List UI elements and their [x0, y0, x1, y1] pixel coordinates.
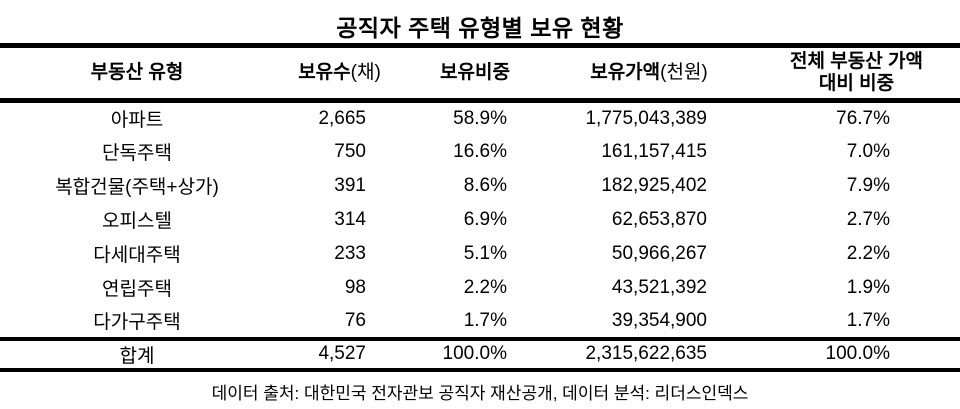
cell-total-share: 2.2% — [846, 242, 890, 264]
header-value-unit: (천원) — [660, 61, 708, 83]
cell-total-share: 1.9% — [846, 276, 890, 298]
cell-value: 43,521,392 — [611, 276, 707, 298]
cell-value: 39,354,900 — [611, 309, 707, 331]
table-row: 복합건물(주택+상가) 391 8.6% 182,925,402 7.9% — [0, 169, 960, 203]
header-total-share-line2: 대비 비중 — [818, 73, 895, 94]
header-share: 보유비중 — [405, 46, 545, 101]
total-label: 합계 — [119, 345, 155, 367]
header-property-type: 부동산 유형 — [0, 46, 274, 101]
table-row: 오피스텔 314 6.9% 62,653,870 2.7% — [0, 203, 960, 237]
cell-property-type: 다세대주택 — [93, 245, 181, 266]
total-share: 100.0% — [442, 343, 507, 364]
header-count-label: 보유수 — [298, 61, 351, 83]
cell-share: 58.9% — [453, 107, 507, 129]
header-total-share-line1: 전체 부동산 가액 — [790, 50, 923, 72]
cell-count: 750 — [334, 140, 366, 162]
cell-share: 2.2% — [463, 276, 507, 298]
cell-share: 6.9% — [463, 208, 507, 230]
cell-property-type: 다가구주택 — [93, 312, 181, 333]
table-row: 단독주택 750 16.6% 161,157,415 7.0% — [0, 135, 960, 169]
table-row: 다가구주택 76 1.7% 39,354,900 1.7% — [0, 305, 960, 339]
data-table: 부동산 유형 보유수(채) 보유비중 보유가액(천원) 전체 부동산 가액 대비 … — [0, 43, 960, 372]
cell-value: 182,925,402 — [601, 174, 707, 196]
cell-value: 62,653,870 — [611, 208, 707, 230]
cell-total-share: 76.7% — [836, 107, 890, 129]
cell-value: 1,775,043,389 — [585, 107, 707, 129]
cell-value: 50,966,267 — [611, 242, 707, 264]
table-row: 다세대주택 233 5.1% 50,966,267 2.2% — [0, 237, 960, 271]
cell-total-share: 7.0% — [846, 140, 890, 162]
header-total-share: 전체 부동산 가액 대비 비중 — [753, 46, 960, 101]
header-count: 보유수(채) — [274, 46, 405, 101]
cell-property-type: 단독주택 — [102, 143, 172, 164]
header-property-type-label: 부동산 유형 — [90, 61, 184, 83]
figure-title: 공직자 주택 유형별 보유 현황 — [336, 15, 624, 41]
cell-count: 314 — [334, 208, 366, 230]
cell-total-share: 2.7% — [846, 208, 890, 230]
header-share-label: 보유비중 — [440, 61, 510, 83]
cell-total-share: 7.9% — [846, 174, 890, 196]
cell-count: 98 — [344, 276, 366, 298]
cell-share: 16.6% — [453, 140, 507, 162]
cell-property-type: 아파트 — [110, 110, 164, 132]
cell-share: 5.1% — [463, 242, 507, 264]
table-row: 아파트 2,665 58.9% 1,775,043,389 76.7% — [0, 101, 960, 135]
cell-count: 2,665 — [318, 107, 366, 129]
cell-property-type: 복합건물(주택+상가) — [55, 177, 219, 198]
total-total-share: 100.0% — [825, 343, 890, 364]
cell-count: 391 — [334, 174, 366, 196]
total-count: 4,527 — [318, 343, 366, 364]
cell-property-type: 연립주택 — [102, 279, 172, 300]
source-note: 데이터 출처: 대한민국 전자관보 공직자 재산공개, 데이터 분석: 리더스인… — [211, 383, 749, 403]
table-row: 연립주택 98 2.2% 43,521,392 1.9% — [0, 271, 960, 305]
cell-share: 8.6% — [463, 174, 507, 196]
total-row: 합계 4,527 100.0% 2,315,622,635 100.0% — [0, 338, 960, 370]
cell-count: 76 — [344, 309, 366, 331]
header-value: 보유가액(천원) — [545, 46, 753, 101]
cell-value: 161,157,415 — [601, 140, 707, 162]
header-count-unit: (채) — [350, 61, 381, 83]
header-row: 부동산 유형 보유수(채) 보유비중 보유가액(천원) 전체 부동산 가액 대비 … — [0, 45, 960, 101]
cell-share: 1.7% — [463, 309, 507, 331]
cell-total-share: 1.7% — [846, 309, 890, 331]
cell-count: 233 — [334, 242, 366, 264]
total-value: 2,315,622,635 — [585, 343, 707, 364]
cell-property-type: 오피스텔 — [102, 211, 172, 232]
header-value-label: 보유가액 — [590, 61, 661, 83]
